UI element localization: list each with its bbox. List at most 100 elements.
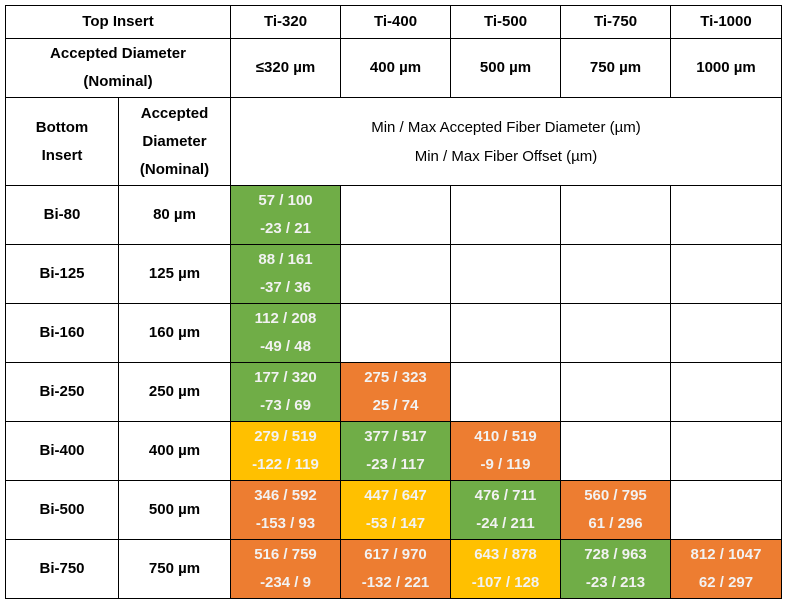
- data-cell: 279 / 519 -122 / 119: [230, 421, 341, 481]
- row: Bi-400 400 µm 279 / 519 -122 / 119 377 / 517…: [5, 421, 782, 481]
- text-line: 516 / 759: [254, 546, 317, 563]
- text-line: -234 / 9: [260, 574, 311, 591]
- data-cell: [340, 244, 451, 304]
- row-label: Bi-400: [5, 421, 119, 481]
- data-cell: [670, 303, 782, 363]
- text-line: 447 / 647: [364, 487, 427, 504]
- text-line: -24 / 211: [476, 515, 535, 532]
- data-cell: [560, 421, 671, 481]
- text-line: -49 / 48: [260, 338, 311, 355]
- text-line: Accepted Diameter: [50, 45, 186, 62]
- row-diameter: 750 µm: [118, 539, 231, 599]
- row: Top Insert Ti-320 Ti-400 Ti-500 Ti-750 Ti-100…: [5, 5, 782, 39]
- text-line: Bottom: [35, 118, 89, 136]
- header-cell: Min / Max Accepted Fiber Diameter (µm) Mi…: [230, 97, 782, 186]
- data-cell: 57 / 100 -23 / 21: [230, 185, 341, 245]
- header-cell: 750 µm: [560, 38, 671, 98]
- row-diameter: 80 µm: [118, 185, 231, 245]
- row: Bottom Insert Accepted Diameter (Nominal) Min…: [5, 97, 782, 186]
- text-line: 61 / 296: [588, 515, 643, 532]
- header-cell: 1000 µm: [670, 38, 782, 98]
- data-cell: [670, 244, 782, 304]
- data-cell: [340, 185, 451, 245]
- data-cell: [670, 362, 782, 422]
- header-cell: ≤320 µm: [230, 38, 341, 98]
- row: Bi-80 80 µm 57 / 100 -23 / 21: [5, 185, 782, 245]
- data-cell: 476 / 711 -24 / 211: [450, 480, 561, 540]
- header-cell: Accepted Diameter (Nominal): [118, 97, 231, 186]
- text-line: Accepted: [140, 104, 209, 122]
- data-cell: [340, 303, 451, 363]
- row: Bi-500 500 µm 346 / 592 -153 / 93 447 / 647 -…: [5, 480, 782, 540]
- text-line: (Nominal): [139, 160, 210, 178]
- header-cell: Ti-320: [230, 5, 341, 39]
- data-cell: 812 / 1047 62 / 297: [670, 539, 782, 599]
- text-line: -122 / 119: [252, 456, 319, 473]
- data-cell: 560 / 795 61 / 296: [560, 480, 671, 540]
- text-line: 62 / 297: [698, 574, 754, 591]
- text-line: Min / Max Fiber Offset (µm): [414, 147, 598, 165]
- header-cell: 400 µm: [340, 38, 451, 98]
- header-cell: Ti-500: [450, 5, 561, 39]
- row-label: Bi-125: [5, 244, 119, 304]
- row-diameter: 400 µm: [118, 421, 231, 481]
- data-cell: [450, 362, 561, 422]
- data-cell: [450, 185, 561, 245]
- text-line: (Nominal): [83, 73, 153, 90]
- header-cell: Accepted Diameter (Nominal): [5, 38, 231, 98]
- row-diameter: 500 µm: [118, 480, 231, 540]
- text-line: Diameter: [142, 132, 207, 150]
- text-line: -23 / 117: [366, 456, 425, 473]
- data-cell: 516 / 759 -234 / 9: [230, 539, 341, 599]
- data-cell: 728 / 963 -23 / 213: [560, 539, 671, 599]
- data-cell: [560, 362, 671, 422]
- data-cell: [560, 185, 671, 245]
- text-line: 57 / 100: [258, 192, 313, 209]
- text-line: Min / Max Accepted Fiber Diameter (µm): [371, 118, 641, 136]
- fiber-table: Top Insert Ti-320 Ti-400 Ti-500 Ti-750 Ti-100…: [5, 5, 782, 599]
- text-line: 410 / 519: [474, 428, 537, 445]
- row-label: Bi-250: [5, 362, 119, 422]
- data-cell: [560, 303, 671, 363]
- data-cell: 112 / 208 -49 / 48: [230, 303, 341, 363]
- data-cell: 346 / 592 -153 / 93: [230, 480, 341, 540]
- text-line: -73 / 69: [260, 397, 311, 414]
- table-container: Top Insert Ti-320 Ti-400 Ti-500 Ti-750 Ti-100…: [5, 5, 782, 599]
- text-line: -23 / 21: [260, 220, 311, 237]
- header-cell: Top Insert: [5, 5, 231, 39]
- text-line: 728 / 963: [584, 546, 647, 563]
- header-cell: 500 µm: [450, 38, 561, 98]
- row-label: Bi-160: [5, 303, 119, 363]
- row-label: Bi-500: [5, 480, 119, 540]
- text-line: 177 / 320: [254, 369, 317, 386]
- header-cell: Ti-400: [340, 5, 451, 39]
- text-line: Insert: [41, 146, 83, 164]
- data-cell: 447 / 647 -53 / 147: [340, 480, 451, 540]
- text-line: -153 / 93: [255, 515, 316, 532]
- data-cell: 617 / 970 -132 / 221: [340, 539, 451, 599]
- text-line: -53 / 147: [365, 515, 426, 532]
- text-line: 377 / 517: [364, 428, 427, 445]
- text-line: 617 / 970: [364, 546, 427, 563]
- data-cell: 377 / 517 -23 / 117: [340, 421, 451, 481]
- text-line: 476 / 711: [474, 487, 537, 504]
- row: Bi-250 250 µm 177 / 320 -73 / 69 275 / 323 25…: [5, 362, 782, 422]
- text-line: 560 / 795: [584, 487, 647, 504]
- header-cell: Bottom Insert: [5, 97, 119, 186]
- row-diameter: 160 µm: [118, 303, 231, 363]
- text-line: -132 / 221: [361, 574, 430, 591]
- text-line: 112 / 208: [254, 310, 317, 327]
- data-cell: 410 / 519 -9 / 119: [450, 421, 561, 481]
- row-diameter: 125 µm: [118, 244, 231, 304]
- data-cell: [450, 244, 561, 304]
- data-cell: 643 / 878 -107 / 128: [450, 539, 561, 599]
- row-label: Bi-80: [5, 185, 119, 245]
- text-line: -9 / 119: [480, 456, 531, 473]
- text-line: -23 / 213: [585, 574, 646, 591]
- text-line: 275 / 323: [364, 369, 427, 386]
- data-cell: [670, 185, 782, 245]
- data-cell: 177 / 320 -73 / 69: [230, 362, 341, 422]
- data-cell: [450, 303, 561, 363]
- text-line: 812 / 1047: [690, 546, 762, 563]
- data-cell: [560, 244, 671, 304]
